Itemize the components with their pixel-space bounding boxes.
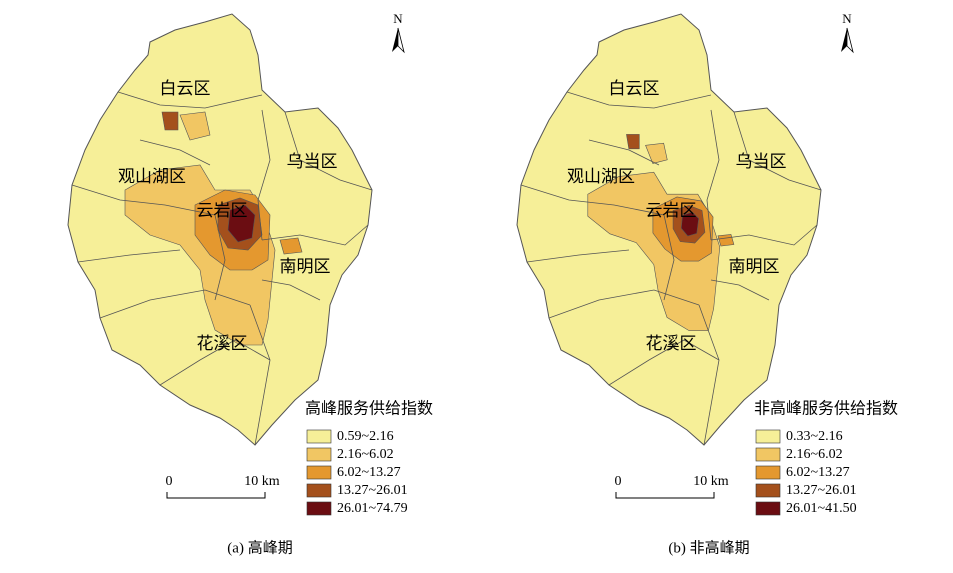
legend-title: 非高峰服务供给指数 <box>754 400 898 418</box>
legend-swatch <box>755 465 781 480</box>
legend-item: 26.01~41.50 <box>786 501 857 516</box>
legend-swatch <box>306 465 332 480</box>
boundary <box>710 279 770 301</box>
north-arrow <box>841 28 847 52</box>
district-label: 观山湖区 <box>567 167 635 186</box>
boundary <box>214 214 226 301</box>
supply-area <box>227 204 256 243</box>
north-arrow <box>397 27 405 54</box>
district-label: 乌当区 <box>736 152 787 171</box>
boundary <box>284 111 373 191</box>
boundary <box>117 91 263 109</box>
supply-area <box>161 111 179 131</box>
district-label: 乌当区 <box>287 152 338 171</box>
legend-item: 2.16~6.02 <box>786 447 843 462</box>
boundary <box>710 224 818 246</box>
scale-bar <box>615 492 715 499</box>
boundary <box>71 184 216 216</box>
legend-item: 2.16~6.02 <box>337 447 394 462</box>
legend-item: 13.27~26.01 <box>337 483 408 498</box>
district-label: 白云区 <box>609 79 660 98</box>
scale-bar <box>166 492 266 499</box>
caption: (b) 非高峰期 <box>668 539 749 556</box>
legend-item: 6.02~13.27 <box>786 465 850 480</box>
legend-swatch <box>306 447 332 462</box>
legend-swatch <box>306 429 332 444</box>
district-label: 云岩区 <box>197 201 248 220</box>
legend-swatch <box>306 483 332 498</box>
boundary <box>261 279 321 301</box>
boundary <box>588 139 660 166</box>
district-label: 云岩区 <box>646 201 697 220</box>
boundary <box>548 289 700 319</box>
district-label: 南明区 <box>280 257 331 276</box>
supply-area <box>279 237 303 255</box>
north-arrow <box>846 27 854 54</box>
district-label: 花溪区 <box>646 334 697 353</box>
legend-item: 0.33~2.16 <box>786 429 843 444</box>
district-label: 南明区 <box>729 257 780 276</box>
north-label: N <box>842 11 852 26</box>
boundary <box>99 289 251 319</box>
legend-swatch <box>755 483 781 498</box>
boundary <box>159 339 271 386</box>
boundary <box>733 111 822 191</box>
boundary <box>566 91 712 109</box>
boundary <box>520 184 665 216</box>
scale-end: 10 km <box>244 474 280 489</box>
north-label: N <box>393 11 403 26</box>
supply-area <box>626 134 640 150</box>
supply-area <box>680 211 700 237</box>
boundary <box>608 339 720 386</box>
supply-area <box>179 111 211 141</box>
legend-swatch <box>755 447 781 462</box>
supply-area <box>645 142 668 164</box>
legend-item: 13.27~26.01 <box>786 483 857 498</box>
boundary <box>526 249 630 263</box>
legend-title: 高峰服务供给指数 <box>305 400 433 418</box>
district-label: 花溪区 <box>197 334 248 353</box>
boundary <box>77 249 181 263</box>
boundary <box>139 139 211 166</box>
boundary <box>261 224 369 246</box>
district-label: 白云区 <box>160 79 211 98</box>
district-label: 观山湖区 <box>118 167 186 186</box>
legend-swatch <box>755 501 781 516</box>
legend-item: 0.59~2.16 <box>337 429 394 444</box>
scale-end: 10 km <box>693 474 729 489</box>
caption: (a) 高峰期 <box>227 539 292 556</box>
supply-area <box>717 234 735 247</box>
boundary <box>706 109 720 241</box>
legend-item: 6.02~13.27 <box>337 465 401 480</box>
north-arrow <box>392 28 398 52</box>
boundary <box>257 109 271 241</box>
scale-start: 0 <box>166 474 173 489</box>
scale-start: 0 <box>615 474 622 489</box>
legend-swatch <box>755 429 781 444</box>
legend-item: 26.01~74.79 <box>337 501 408 516</box>
boundary <box>663 214 675 301</box>
legend-swatch <box>306 501 332 516</box>
